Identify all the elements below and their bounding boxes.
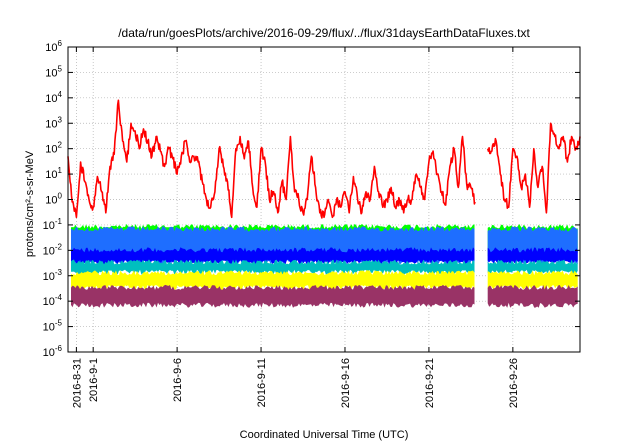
y-tick-label: 10-5 xyxy=(43,319,63,334)
band-series xyxy=(71,223,578,308)
plot-border xyxy=(67,46,581,353)
x-tick-label: 2016-9-21 xyxy=(424,358,436,408)
y-tick-label: 101 xyxy=(45,166,62,181)
flux-band xyxy=(71,284,475,308)
flux-band xyxy=(71,259,475,275)
flux-band xyxy=(71,247,475,265)
y-tick-label: 103 xyxy=(45,115,62,130)
x-tick-label: 2016-9-6 xyxy=(172,358,184,402)
line-series xyxy=(67,99,581,219)
x-tick-label: 2016-9-11 xyxy=(256,358,268,407)
x-tick-label: 2016-8-31 xyxy=(71,358,83,408)
flux-band xyxy=(487,284,578,308)
plot-frame xyxy=(67,46,581,353)
x-tick-label: 2016-9-16 xyxy=(340,358,352,408)
x-tick-label: 2016-9-1 xyxy=(88,358,100,402)
y-tick-label: 102 xyxy=(45,141,62,156)
y-tick-label: 10-1 xyxy=(43,217,63,232)
y-tick-label: 106 xyxy=(45,39,62,54)
chart-title: /data/run/goesPlots/archive/2016-09-29/f… xyxy=(118,26,530,40)
flux-band xyxy=(487,270,578,290)
flux-band xyxy=(487,247,578,265)
y-axis-ticks: 10-6 10-5 10-4 10-3 10-2 10-1 100 101 102 103 104 1… xyxy=(43,39,63,359)
y-tick-label: 10-2 xyxy=(43,242,63,257)
y-tick-label: 10-3 xyxy=(43,268,63,283)
x-axis-label: Coordinated Universal Time (UTC) xyxy=(240,429,409,441)
flux-band xyxy=(487,259,578,275)
y-tick-label: 10-6 xyxy=(43,344,63,359)
x-axis-ticks: 2016-8-31 2016-9-1 2016-9-6 2016-9-11 2016-9… xyxy=(71,358,519,408)
flux-line xyxy=(67,99,581,219)
y-axis-label: protons/cm²-s-sr-MeV xyxy=(24,150,36,257)
y-tick-label: 10-4 xyxy=(43,293,63,308)
x-tick-label: 2016-9-26 xyxy=(508,358,520,408)
y-tick-label: 105 xyxy=(45,64,62,79)
flux-band xyxy=(71,270,475,290)
y-tick-label: 100 xyxy=(45,192,62,207)
y-tick-label: 104 xyxy=(45,90,62,105)
